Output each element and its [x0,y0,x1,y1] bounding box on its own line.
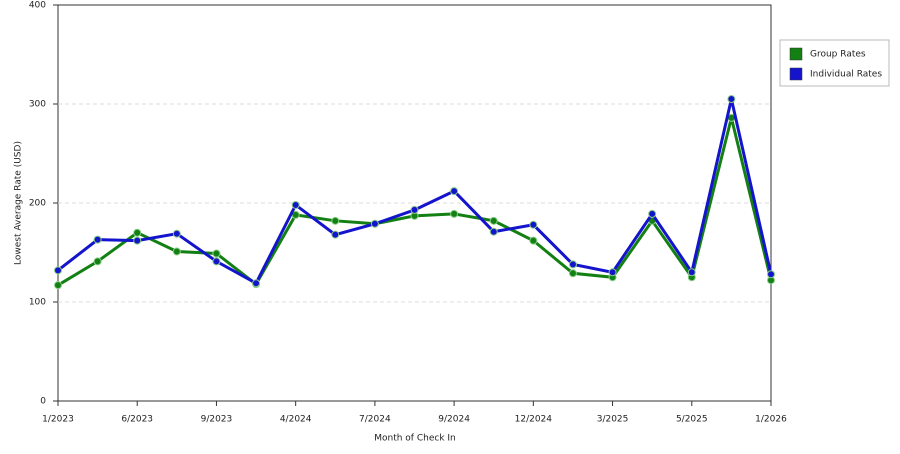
point [54,281,62,290]
point [410,205,419,214]
point [54,266,62,275]
x-tick-label: 6/2023 [121,415,153,425]
y-tick-label: 300 [29,100,46,110]
x-tick-label: 12/2024 [515,415,553,425]
x-tick-label: 1/2026 [755,415,787,425]
point [331,216,340,225]
point [370,219,379,228]
point [767,270,775,279]
point [687,268,696,277]
y-tick-label: 400 [29,1,46,11]
legend-swatch [789,47,803,61]
point [529,220,538,229]
point [133,236,142,245]
y-tick-label: 200 [29,199,46,209]
point [291,200,300,209]
x-tick-label: 4/2024 [280,415,312,425]
point [93,235,102,244]
plot-frame [57,4,772,402]
point [568,260,577,269]
point [608,268,617,277]
point [212,249,221,258]
point [727,95,736,104]
legend-label: Group Rates [810,50,866,60]
x-axis-label: Month of Check In [374,434,456,444]
point [529,236,538,245]
x-tick-label: 9/2023 [201,415,233,425]
x-tick-label: 3/2025 [597,415,629,425]
point [331,230,340,239]
point [172,229,181,238]
point [172,247,181,256]
legend-label: Individual Rates [810,70,882,80]
point [133,228,142,237]
x-tick-label: 1/2023 [42,415,74,425]
y-tick-label: 0 [40,397,46,407]
point [489,227,498,236]
point [648,209,657,218]
legend-swatch [789,67,803,81]
point [489,216,498,225]
x-tick-label: 5/2025 [676,415,708,425]
x-tick-label: 9/2024 [438,415,470,425]
point [212,257,221,266]
x-tick-label: 7/2024 [359,415,391,425]
point [450,187,459,196]
point [93,257,102,266]
point [450,209,459,218]
point [568,269,577,278]
y-axis-label: Lowest Average Rate (USD) [14,141,24,265]
y-tick-label: 100 [29,298,46,308]
point [252,279,261,288]
